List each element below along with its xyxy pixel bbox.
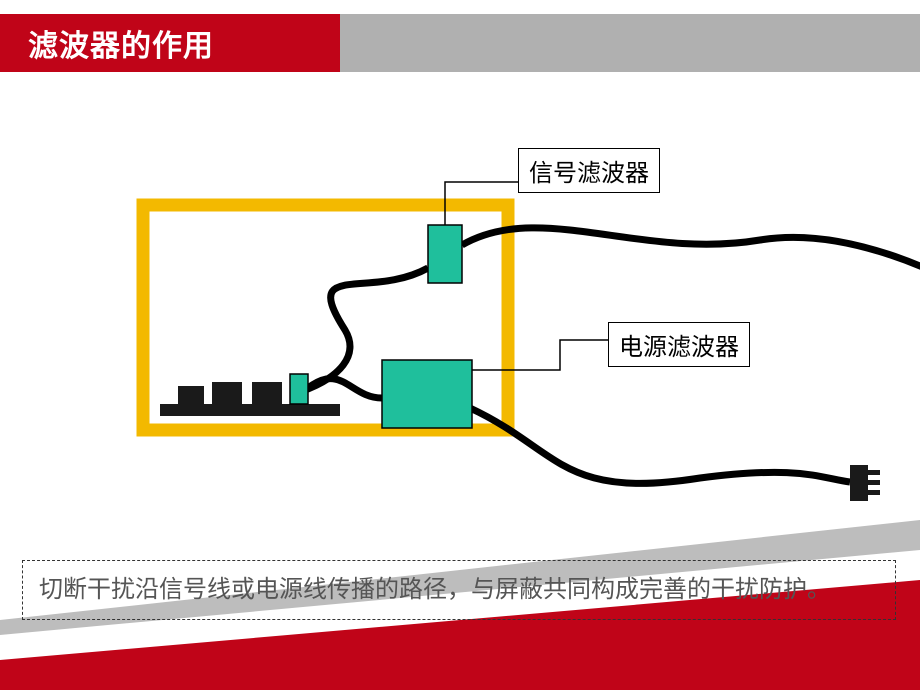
diagram-svg (0, 130, 920, 550)
power-filter-label: 电源滤波器 (608, 322, 750, 367)
diagram-area: 信号滤波器 电源滤波器 (0, 130, 920, 550)
pcb-connector (290, 374, 308, 404)
page-title: 滤波器的作用 (28, 21, 214, 65)
power-wire-out (470, 408, 850, 483)
header-red-block: 滤波器的作用 (0, 14, 340, 72)
power-plug-prong (868, 490, 880, 495)
pcb-chip (178, 386, 204, 404)
power-plug-prong (868, 470, 880, 475)
caption-text: 切断干扰沿信号线或电源线传播的路径，与屏蔽共同构成完善的干扰防护。 (39, 576, 831, 603)
power-plug-body (850, 465, 868, 501)
signal-filter-label: 信号滤波器 (518, 148, 660, 193)
power-plug-prong (868, 480, 880, 485)
pcb-chip (252, 382, 282, 404)
signal-wire-out (462, 228, 920, 280)
slide: 滤波器的作用 (0, 0, 920, 690)
power-filter-block (382, 360, 472, 428)
signal-filter-block (428, 225, 462, 283)
caption-box: 切断干扰沿信号线或电源线传播的路径，与屏蔽共同构成完善的干扰防护。 (22, 560, 896, 620)
pcb-chip (212, 382, 242, 404)
pcb-base (160, 404, 340, 416)
